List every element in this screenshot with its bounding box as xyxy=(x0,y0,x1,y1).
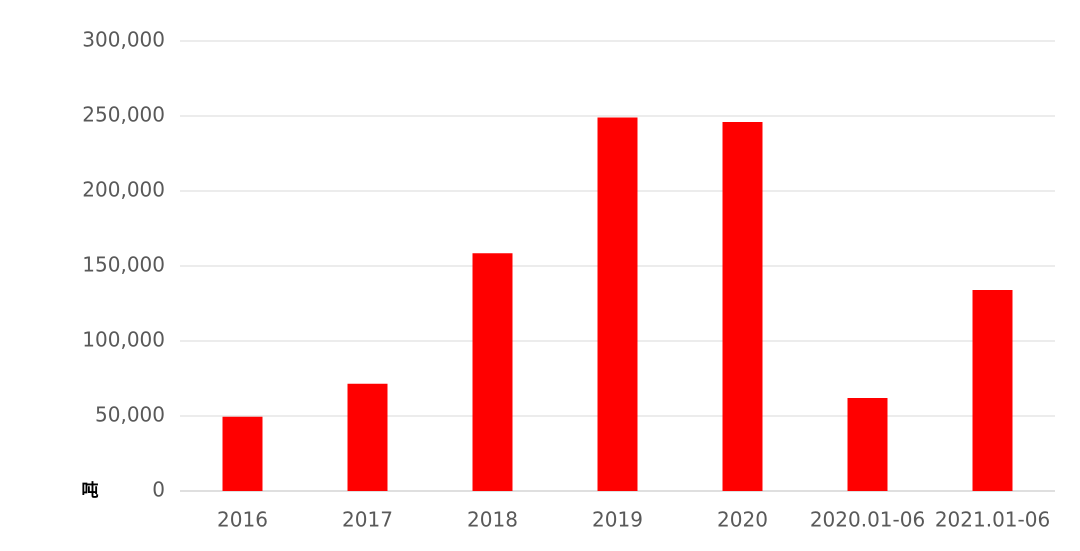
bar xyxy=(972,290,1013,491)
y-tick-label: 0 xyxy=(152,478,165,502)
y-tick-label: 250,000 xyxy=(82,103,165,127)
y-tick-label: 300,000 xyxy=(82,28,165,52)
bar xyxy=(722,122,763,491)
y-tick-label: 200,000 xyxy=(82,178,165,202)
bar xyxy=(347,383,388,491)
bar xyxy=(472,253,513,491)
x-tick-label: 2021.01-06 xyxy=(935,508,1050,532)
y-tick-label: 100,000 xyxy=(82,328,165,352)
bar xyxy=(847,398,888,491)
x-tick-label: 2018 xyxy=(467,508,518,532)
bar xyxy=(222,416,263,491)
bar xyxy=(597,117,638,491)
y-tick-label: 150,000 xyxy=(82,253,165,277)
x-tick-label: 2016 xyxy=(217,508,268,532)
x-tick-label: 2017 xyxy=(342,508,393,532)
x-tick-label: 2020 xyxy=(717,508,768,532)
y-tick-label: 50,000 xyxy=(95,403,165,427)
y-unit: 吨 xyxy=(82,480,99,501)
x-tick-label: 2019 xyxy=(592,508,643,532)
x-tick-label: 2020.01-06 xyxy=(810,508,925,532)
